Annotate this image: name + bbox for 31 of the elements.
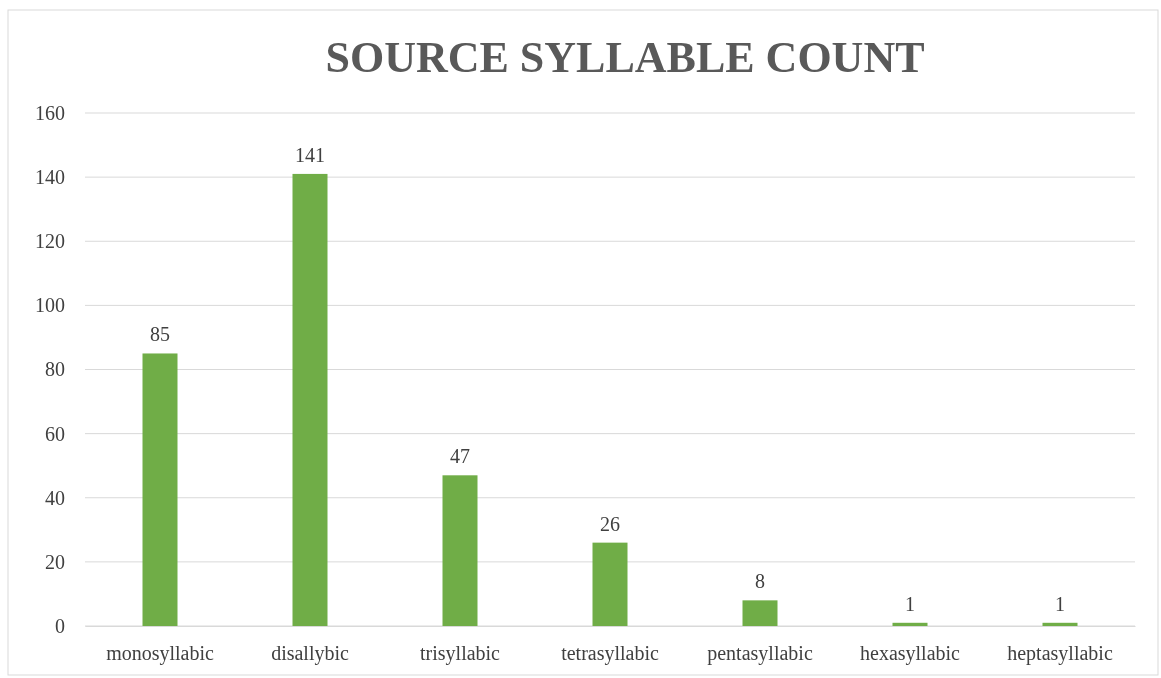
y-tick-label: 140 — [35, 166, 65, 189]
bar — [592, 542, 628, 626]
y-tick-label: 60 — [45, 422, 65, 445]
x-tick-label: disallybic — [271, 642, 349, 666]
y-tick-label: 120 — [35, 230, 65, 253]
y-tick-label: 100 — [35, 294, 65, 317]
data-label: 141 — [295, 143, 325, 166]
bar — [442, 475, 478, 626]
x-tick-label: heptasyllabic — [1007, 642, 1113, 666]
x-tick-label: pentasyllabic — [707, 642, 813, 666]
data-label: 47 — [450, 445, 470, 468]
data-label: 26 — [600, 512, 620, 535]
data-label: 8 — [755, 570, 765, 593]
y-tick-label: 40 — [45, 486, 65, 509]
data-label: 1 — [905, 592, 915, 615]
x-tick-label: hexasyllabic — [860, 642, 961, 666]
bar — [142, 353, 178, 626]
bar — [1042, 622, 1078, 626]
y-tick-label: 80 — [45, 358, 65, 381]
y-tick-label: 20 — [45, 550, 65, 573]
data-label: 1 — [1055, 592, 1065, 615]
bar — [892, 622, 928, 626]
chart-title: SOURCE SYLLABLE COUNT — [325, 33, 925, 82]
x-tick-label: tetrasyllabic — [561, 642, 659, 666]
x-tick-label: trisyllabic — [420, 642, 501, 666]
bar — [742, 600, 778, 626]
x-tick-label: monosyllabic — [106, 642, 214, 666]
bar — [292, 173, 328, 626]
y-tick-label: 160 — [35, 101, 65, 124]
data-label: 85 — [150, 323, 170, 346]
y-tick-label: 0 — [55, 614, 65, 637]
